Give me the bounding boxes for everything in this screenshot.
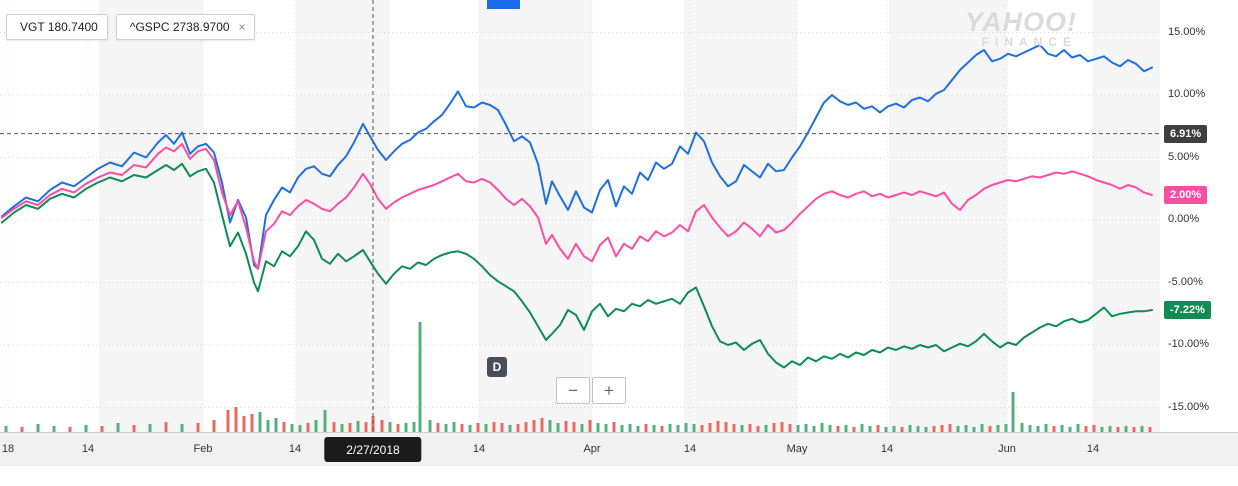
x-axis-label: 14 bbox=[472, 443, 486, 455]
zoom-controls: − + bbox=[556, 377, 626, 404]
legend-label-gspc: ^GSPC 2738.9700 bbox=[129, 20, 230, 34]
plot-area[interactable]: VGT 180.7400 ^GSPC 2738.9700 × YAHOO! FI… bbox=[0, 0, 1160, 432]
x-axis-label: Apr bbox=[583, 443, 601, 455]
series-lines bbox=[1, 44, 1153, 369]
horizontal-gridlines bbox=[0, 32, 1160, 408]
legend-chip-vgt[interactable]: VGT 180.7400 bbox=[6, 14, 108, 40]
legend: VGT 180.7400 ^GSPC 2738.9700 × bbox=[6, 14, 255, 40]
yahoo-finance-text: FINANCE bbox=[981, 35, 1077, 49]
x-axis-label: 18 bbox=[1, 443, 15, 455]
interval-badge[interactable]: D bbox=[487, 357, 507, 377]
yahoo-logo: YAHOO! FINANCE bbox=[921, 8, 1081, 49]
price-badge-0: 2.00% bbox=[1164, 186, 1208, 204]
zoom-out-button[interactable]: − bbox=[556, 377, 590, 404]
y-axis-label: -15.00% bbox=[1168, 400, 1209, 413]
y-axis-label: -10.00% bbox=[1168, 338, 1209, 350]
vertical-gridlines bbox=[7, 0, 1094, 432]
yahoo-logo-text: YAHOO! bbox=[965, 7, 1077, 37]
series-line-unlabeled-green bbox=[1, 162, 1153, 369]
y-axis-label: 0.00% bbox=[1168, 213, 1200, 225]
y-axis-label: -5.00% bbox=[1168, 275, 1203, 288]
chart-canvas[interactable] bbox=[0, 0, 1160, 432]
crosshair[interactable] bbox=[0, 0, 1160, 432]
price-badge-1: -7.22% bbox=[1164, 301, 1211, 320]
crosshair-value-badge: 6.91% bbox=[1164, 124, 1208, 143]
zoom-in-button[interactable]: + bbox=[592, 377, 626, 404]
x-axis-label: 14 bbox=[1086, 443, 1100, 455]
x-axis-label: 14 bbox=[880, 443, 894, 455]
series-line-vgt bbox=[1, 44, 1153, 270]
x-axis-label: Feb bbox=[193, 443, 213, 455]
top-blue-marker bbox=[487, 0, 520, 9]
legend-chip-gspc[interactable]: ^GSPC 2738.9700 × bbox=[115, 14, 255, 40]
series-line--gspc bbox=[1, 142, 1153, 270]
y-axis: 15.00% 10.00% 5.00% 0.00% -5.00% -10.00% -15.0… bbox=[1161, 0, 1238, 432]
y-axis-label: 10.00% bbox=[1168, 88, 1206, 100]
x-axis-label: May bbox=[786, 443, 808, 455]
x-axis-label: 14 bbox=[81, 443, 95, 455]
x-axis-label: 14 bbox=[683, 443, 697, 455]
month-stripes bbox=[99, 0, 1160, 432]
crosshair-date-tooltip: 2/27/2018 bbox=[324, 437, 422, 462]
volume-bars bbox=[4, 322, 1152, 432]
legend-label-vgt: VGT 180.7400 bbox=[20, 20, 98, 34]
y-axis-label: 5.00% bbox=[1168, 150, 1200, 163]
close-icon[interactable]: × bbox=[238, 20, 246, 34]
x-axis-label: Jun bbox=[998, 443, 1016, 455]
x-axis: 2/27/2018 18 14 Feb 14 14 Apr 14 May 14 Jun 14 bbox=[0, 432, 1238, 466]
x-axis-label: 14 bbox=[288, 443, 302, 455]
y-axis-label: 15.00% bbox=[1168, 25, 1206, 38]
